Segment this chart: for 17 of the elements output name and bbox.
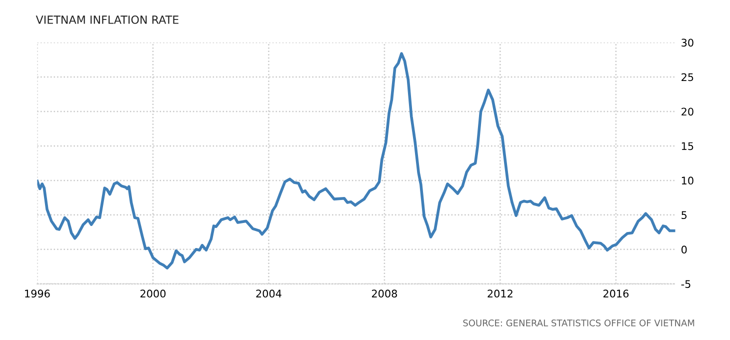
x-tick-label: 2004 xyxy=(256,290,282,298)
y-tick-label: 15 xyxy=(682,142,694,150)
y-tick-label: 5 xyxy=(682,211,687,220)
y-tick-label: 25 xyxy=(682,73,694,82)
x-tick-label: 2000 xyxy=(140,290,166,298)
source-note: SOURCE: GENERAL STATISTICS OFFICE OF VIETNAM xyxy=(463,320,694,326)
y-tick-label: -5 xyxy=(681,280,690,288)
x-tick-label: 1996 xyxy=(25,290,50,298)
line-series xyxy=(37,52,676,270)
x-tick-label: 2012 xyxy=(488,290,512,298)
y-tick-label: 0 xyxy=(681,246,687,254)
y-tick-label: 10 xyxy=(682,176,694,185)
x-tick-label: 2016 xyxy=(603,290,629,298)
x-tick-label: 2008 xyxy=(372,290,397,298)
y-tick-label: 30 xyxy=(682,38,694,47)
chart-title: VIETNAM INFLATION RATE xyxy=(36,15,178,24)
y-tick-label: 20 xyxy=(682,108,694,116)
